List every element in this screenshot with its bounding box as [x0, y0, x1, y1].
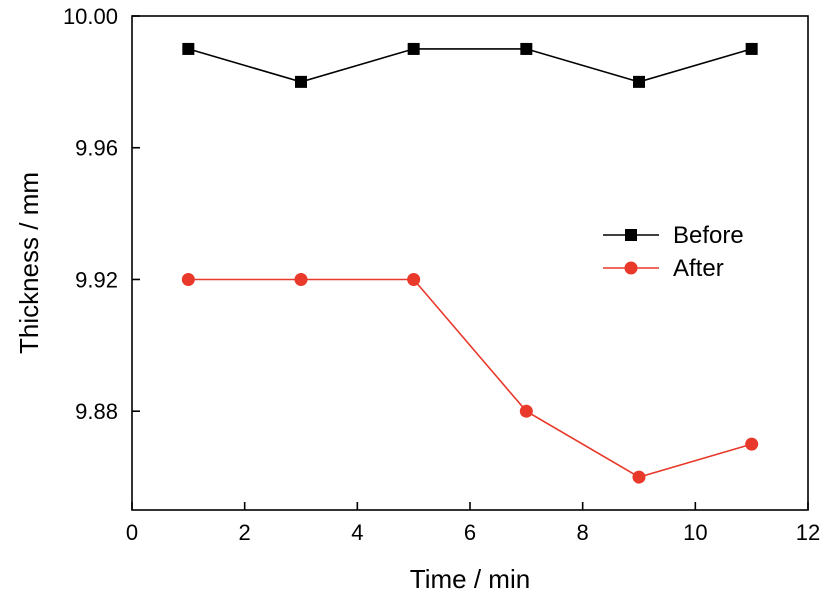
data-point-before [182, 42, 195, 55]
data-point-after [632, 470, 646, 484]
x-tick-label: 2 [239, 520, 251, 545]
data-point-before [633, 75, 645, 88]
data-point-after [294, 272, 308, 286]
legend: Before After [603, 222, 744, 282]
legend-label-before: Before [673, 222, 744, 249]
data-point-before [520, 42, 533, 55]
data-point-before [295, 75, 307, 88]
data-point-before [407, 42, 420, 55]
axes: 0 2 4 6 8 10 12 9.88 9.92 9.96 10.00 [63, 4, 820, 545]
y-axis-title: Thickness / mm [14, 172, 44, 354]
x-axis-title: Time / min [410, 564, 530, 594]
x-tick-label: 4 [351, 520, 363, 545]
data-point-before [745, 42, 758, 55]
data-point-after [407, 272, 421, 286]
x-tick-label: 0 [126, 520, 138, 545]
legend-label-after: After [673, 255, 724, 282]
data-point-after [745, 437, 759, 451]
series-layer [181, 42, 759, 484]
series-after [181, 272, 759, 484]
x-tick-label: 10 [683, 520, 707, 545]
y-tick-label: 9.96 [75, 136, 118, 161]
y-tick-label: 9.92 [75, 267, 118, 292]
series-before [182, 42, 758, 88]
legend-marker-before [625, 229, 637, 241]
x-tick-label: 6 [464, 520, 476, 545]
legend-marker-after [624, 261, 638, 275]
series-line-before [188, 48, 752, 83]
data-point-after [181, 272, 195, 286]
y-tick-label: 10.00 [63, 4, 118, 29]
y-tick-label: 9.88 [75, 399, 118, 424]
x-tick-label: 12 [796, 520, 820, 545]
x-tick-label: 8 [577, 520, 589, 545]
data-point-after [519, 404, 533, 418]
series-line-after [188, 278, 752, 478]
